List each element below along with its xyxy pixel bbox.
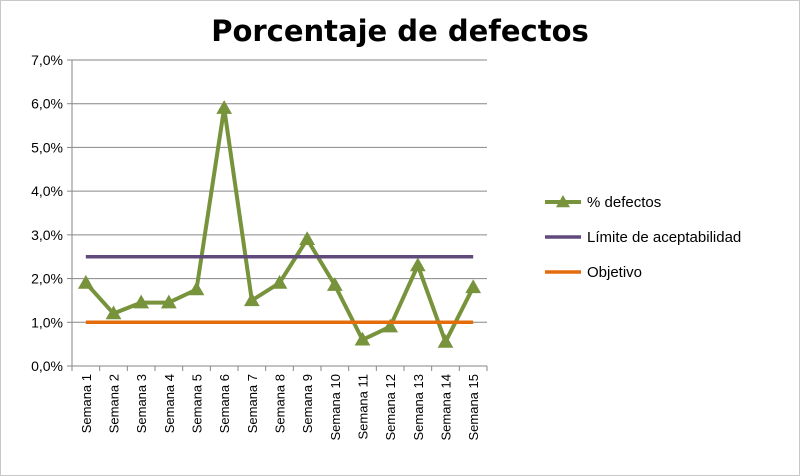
x-tick-label: Semana 8 bbox=[273, 374, 288, 433]
legend-label: Límite de aceptabilidad bbox=[587, 229, 741, 246]
data-point bbox=[409, 257, 426, 272]
legend: % defectos Límite de aceptabilidad Objetiv… bbox=[545, 194, 741, 281]
y-tick-label: 1,0% bbox=[31, 314, 63, 330]
x-tick-label: Semana 1 bbox=[79, 374, 94, 433]
x-tick-label: Semana 10 bbox=[328, 374, 343, 441]
y-tick-label: 3,0% bbox=[31, 227, 63, 243]
y-tick-label: 5,0% bbox=[31, 139, 63, 155]
y-tick-label: 4,0% bbox=[31, 183, 63, 199]
x-tick-label: Semana 12 bbox=[383, 374, 398, 441]
x-tick-label: Semana 4 bbox=[162, 374, 177, 433]
data-point bbox=[105, 305, 122, 320]
data-point bbox=[188, 281, 205, 296]
legend-item: Objetivo bbox=[545, 264, 642, 281]
gridlines bbox=[72, 59, 487, 323]
x-tick-label: Semana 14 bbox=[439, 374, 454, 441]
data-point bbox=[160, 294, 177, 309]
data-point bbox=[437, 333, 454, 348]
x-tick-label: Semana 11 bbox=[356, 374, 371, 440]
legend-item: % defectos bbox=[545, 194, 661, 211]
axes bbox=[67, 59, 488, 371]
data-point bbox=[465, 279, 482, 294]
x-tick-label: Semana 15 bbox=[466, 374, 481, 441]
legend-label: Objetivo bbox=[587, 264, 642, 281]
y-axis-ticks: 0,0% 1,0% 2,0% 3,0% 4,0% 5,0% 6,0% 7,0% bbox=[31, 52, 63, 374]
series bbox=[77, 100, 482, 348]
data-point bbox=[382, 318, 399, 333]
data-point bbox=[354, 331, 371, 346]
data-point bbox=[299, 231, 316, 245]
x-tick-label: Semana 2 bbox=[107, 374, 122, 433]
y-tick-label: 2,0% bbox=[31, 271, 63, 287]
y-tick-label: 7,0% bbox=[31, 52, 63, 68]
x-tick-label: Semana 13 bbox=[411, 374, 426, 441]
x-axis-ticks: Semana 1 Semana 2 Semana 3 Semana 4 Semana 5… bbox=[79, 374, 481, 441]
x-tick-label: Semana 7 bbox=[245, 374, 260, 433]
x-tick-label: Semana 6 bbox=[217, 374, 232, 433]
chart-title: Porcentaje de defectos bbox=[211, 14, 589, 48]
x-tick-label: Semana 5 bbox=[190, 374, 205, 433]
data-point bbox=[326, 277, 343, 291]
x-tick-label: Semana 9 bbox=[300, 374, 315, 433]
legend-label: % defectos bbox=[587, 194, 661, 211]
legend-marker bbox=[556, 195, 570, 208]
data-point bbox=[133, 294, 150, 309]
x-tick-label: Semana 3 bbox=[134, 374, 149, 433]
series-1 bbox=[77, 100, 482, 348]
y-tick-label: 6,0% bbox=[31, 96, 63, 112]
legend-item: Límite de aceptabilidad bbox=[545, 229, 741, 246]
data-point bbox=[216, 100, 233, 114]
data-point bbox=[243, 292, 260, 307]
data-point bbox=[77, 274, 94, 289]
y-tick-label: 0,0% bbox=[31, 358, 63, 374]
data-point bbox=[271, 274, 288, 289]
